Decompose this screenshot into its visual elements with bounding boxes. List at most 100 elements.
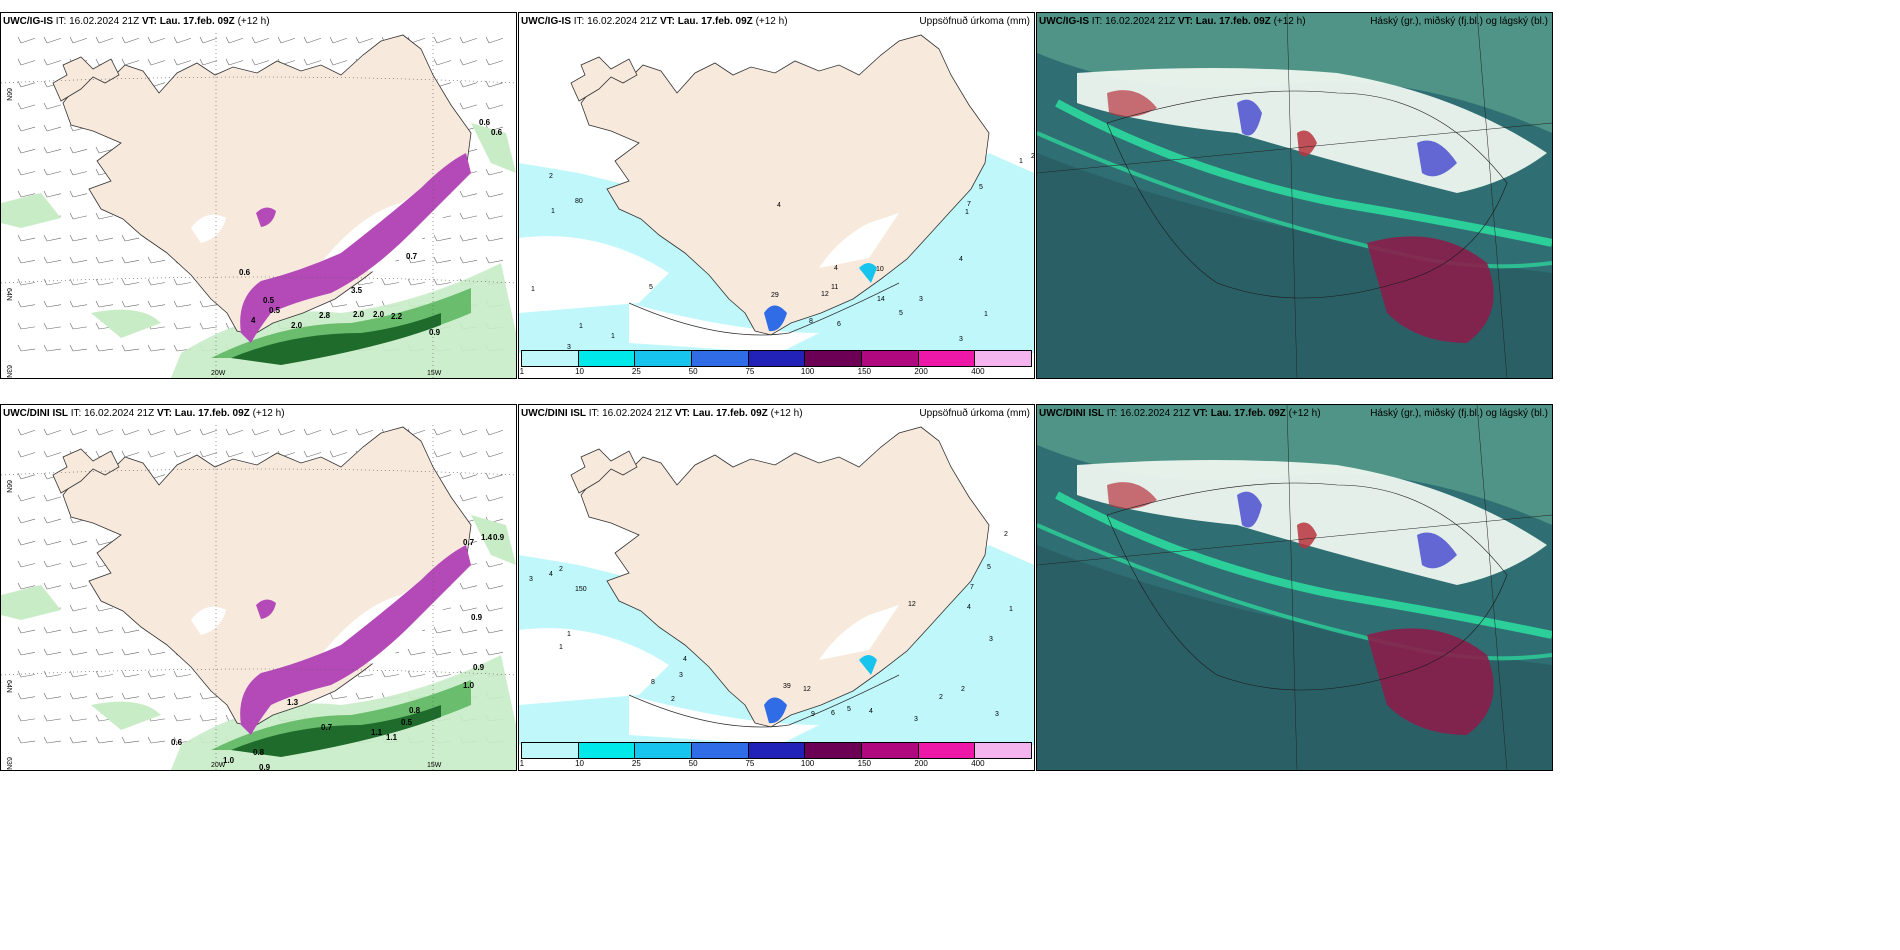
accum-value: 3 (989, 636, 993, 643)
lon-label: 20W (211, 370, 226, 377)
legend-tick: 200 (914, 367, 928, 376)
precip-value: 1.3 (287, 698, 299, 707)
lat-label: 63N (5, 365, 12, 378)
accum-value: 3 (995, 711, 999, 718)
legend-tick: 150 (857, 759, 872, 768)
accum-value: 1 (611, 333, 615, 340)
precip-value: 0.9 (473, 663, 485, 672)
westfjords-peninsula (570, 448, 638, 494)
accum-value: 29 (771, 292, 779, 299)
accum-value: 4 (683, 656, 687, 663)
panel-accum-precip-dini: UWC/DINI ISL IT: 16.02.2024 21Z VT: Lau.… (518, 404, 1035, 771)
precip-value: 2.0 (291, 321, 303, 330)
coastline-outline (1106, 482, 1508, 691)
accum-value: 3 (914, 716, 918, 723)
precip-value: 2.8 (319, 311, 331, 320)
accum-value: 1 (1019, 158, 1023, 165)
accum-value: 2 (549, 173, 553, 180)
accum-value: 39 (783, 683, 791, 690)
lat-lon-grid (1, 425, 516, 770)
accum-value: 2 (1004, 531, 1008, 538)
accum-value: 10 (876, 266, 884, 273)
accum-value: 6 (831, 710, 835, 717)
precip-value: 2.0 (353, 310, 365, 319)
accum-precip-map: 218054111241014835132111129617543 (519, 13, 1034, 378)
precip-value: 3.5 (351, 286, 363, 295)
panel-header: UWC/DINI ISL IT: 16.02.2024 21Z VT: Lau.… (521, 408, 803, 419)
precip-legend: 1 10 25 50 75 100 150 200 400 (519, 742, 1034, 770)
panel-title-right: Háský (gr.), miðský (fj.bl.) og lágský (… (1370, 16, 1548, 27)
precip-legend: 1 10 25 50 75 100 150 200 400 (519, 350, 1034, 378)
accum-value: 1 (965, 209, 969, 216)
accum-value: 4 (834, 265, 838, 272)
precip-value: 0.6 (239, 268, 251, 277)
legend-tick: 200 (914, 759, 928, 768)
panel-title-right: Háský (gr.), miðský (fj.bl.) og lágský (… (1370, 408, 1548, 419)
accum-value: 4 (869, 708, 873, 715)
accum-value: 3 (919, 296, 923, 303)
legend-tick: 400 (971, 367, 985, 376)
accum-value: 1 (567, 631, 571, 638)
accum-value: 3 (679, 672, 683, 679)
legend-ticks: 1 10 25 50 75 100 150 200 400 (519, 759, 1032, 769)
lat-label: 64N (5, 680, 12, 693)
legend-swatch (975, 743, 1032, 758)
accum-value: 12 (803, 686, 811, 693)
legend-tick: 10 (575, 367, 584, 376)
accum-value: 1 (559, 644, 563, 651)
precip-value: 1.0 (223, 756, 235, 765)
grid-labels: 66N 64N 63N 20W 15W (5, 480, 442, 770)
legend-swatch (748, 351, 806, 366)
legend-tick: 75 (745, 759, 755, 768)
precip-areas (1, 123, 516, 378)
legend-tick: 50 (688, 759, 698, 768)
legend-swatch (578, 743, 636, 758)
legend-swatch (692, 743, 749, 758)
precip-value: 0.7 (463, 538, 475, 547)
precip-value: 2.2 (391, 312, 403, 321)
precip-value: 0.9 (493, 533, 505, 542)
accum-value: 5 (987, 564, 991, 571)
precip-value: 0.6 (479, 118, 491, 127)
legend-swatch (805, 351, 863, 366)
accum-value: 3 (959, 336, 963, 343)
accum-value: 8 (651, 679, 655, 686)
legend-swatch (862, 351, 919, 366)
westfjords-peninsula (52, 448, 120, 494)
panel-cloud-ig-is: UWC/IG-IS IT: 16.02.2024 21Z VT: Lau. 17… (1036, 12, 1553, 379)
high-cloud-core (1367, 628, 1494, 735)
precip-value: 0.6 (171, 738, 183, 747)
precip-value: 0.7 (321, 723, 333, 732)
accum-value: 2 (671, 696, 675, 703)
precip-value: 0.8 (253, 748, 265, 757)
lon-label: 15W (427, 370, 442, 377)
legend-tick: 400 (971, 759, 985, 768)
legend-swatch (975, 351, 1032, 366)
legend-tick: 10 (575, 759, 584, 768)
panel-header: UWC/IG-IS IT: 16.02.2024 21Z VT: Lau. 17… (3, 16, 270, 27)
legend-tick: 1 (519, 759, 525, 768)
snow-band (240, 545, 471, 735)
westfjords-peninsula (52, 56, 120, 102)
legend-tick: 100 (800, 759, 815, 768)
accum-value: 150 (575, 586, 587, 593)
accum-value: 80 (575, 198, 583, 205)
precip-value: 1.1 (386, 733, 398, 742)
precip-value: 1.1 (371, 728, 383, 737)
accum-value: 5 (899, 310, 903, 317)
accum-value: 2 (939, 694, 943, 701)
accum-value: 11 (831, 284, 838, 291)
accum-max-cell (764, 697, 787, 724)
accum-max-cell (764, 305, 787, 332)
precip-value: 0.9 (429, 328, 441, 337)
accum-value: 4 (967, 604, 971, 611)
accum-value: 2 (559, 566, 563, 573)
legend-swatch (522, 351, 579, 366)
panel-title-right: Uppsöfnuð úrkoma (mm) (919, 16, 1030, 27)
panel-cloud-dini: UWC/DINI ISL IT: 16.02.2024 21Z VT: Lau.… (1036, 404, 1553, 771)
accum-value: 4 (959, 256, 963, 263)
panel-wind-precip-dini: UWC/DINI ISL IT: 16.02.2024 21Z VT: Lau.… (0, 404, 517, 771)
precip-value: 0.9 (259, 763, 271, 770)
iceland-landmass (580, 34, 990, 336)
